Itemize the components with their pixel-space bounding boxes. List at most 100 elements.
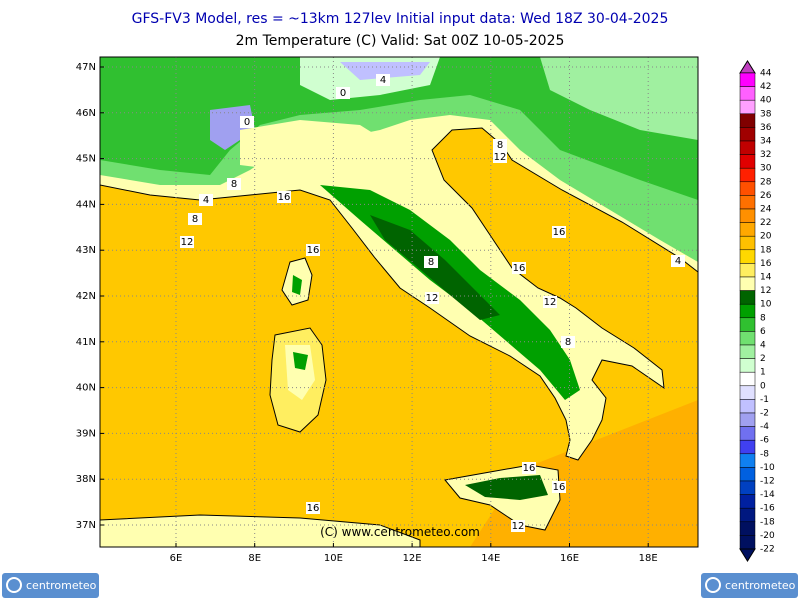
logo-box — [2, 573, 99, 598]
logo-text: centrometeo — [26, 579, 97, 592]
colorbar-bin — [739, 467, 756, 482]
colorbar-bin — [739, 371, 756, 387]
colorbar-label: 2 — [760, 354, 766, 364]
colorbar-label: -8 — [760, 449, 769, 459]
logo-icon — [705, 577, 721, 593]
lat-label: 37N — [76, 520, 96, 531]
colorbar-bin — [739, 235, 756, 251]
lat-label: 43N — [76, 245, 96, 256]
contour-label-bg — [277, 191, 291, 203]
colorbar-label: -4 — [760, 422, 769, 432]
contour-label: 4 — [380, 75, 386, 86]
lon-label: 8E — [248, 553, 261, 564]
contour-label-bg — [425, 292, 439, 304]
colorbar-bin — [739, 385, 756, 400]
north-mid — [100, 57, 698, 200]
contour-label-bg — [336, 87, 350, 99]
alps-frost — [340, 62, 430, 80]
colorbar-bin — [739, 127, 756, 142]
colorbar-label: -12 — [760, 477, 775, 487]
contour-label: 12 — [512, 521, 525, 532]
contour-label: 8 — [231, 179, 237, 190]
sicily-high — [465, 475, 548, 500]
colorbar-label: 40 — [760, 96, 772, 106]
contour-label-bg — [180, 236, 194, 248]
contour-label: 12 — [181, 237, 194, 248]
colorbar-bin — [739, 426, 756, 441]
contour-label: 16 — [513, 263, 526, 274]
colorbar-label: 16 — [760, 259, 772, 269]
colorbar-bin — [739, 331, 756, 346]
contour-label-bg — [306, 502, 320, 514]
colorbar-bin — [739, 195, 756, 210]
grid — [100, 57, 698, 547]
colorbar-bin — [739, 412, 756, 427]
contour-label: 12 — [544, 297, 557, 308]
colorbar-bin — [739, 358, 756, 373]
logo-left: centrometeo — [2, 573, 99, 598]
colorbar-label: 22 — [760, 218, 771, 228]
contour-label-bg — [424, 256, 438, 268]
colorbar-bin — [739, 249, 756, 264]
colorbar-bin — [739, 167, 756, 183]
colorbar-bin — [739, 208, 756, 223]
credit: (C) www.centrometeo.com — [320, 525, 480, 539]
contour-label-bg — [306, 244, 320, 256]
contour-label: 16 — [553, 482, 566, 493]
colorbar-label: 24 — [760, 205, 772, 215]
logo-right: centrometeo — [701, 573, 798, 598]
lat-label: 40N — [76, 383, 96, 394]
colorbar-bin — [739, 276, 756, 291]
contour-label: 8 — [192, 214, 198, 225]
logo-text: centrometeo — [725, 579, 796, 592]
colorbar-label: 20 — [760, 232, 772, 242]
lon-label: 16E — [560, 553, 579, 564]
colorbar-label: 34 — [760, 137, 772, 147]
map: (C) www.centrometeo.com — [99, 56, 699, 548]
sardinia-high — [293, 352, 308, 370]
colorbar-label: 26 — [760, 191, 772, 201]
colorbar-bin — [739, 154, 756, 169]
colorbar-label: 4 — [760, 341, 766, 351]
contour-label-bg — [552, 481, 566, 493]
contour-label: 16 — [523, 463, 536, 474]
colorbar-label: 14 — [760, 273, 772, 283]
colorbar-bin — [739, 507, 756, 523]
contour-label: 4 — [203, 195, 209, 206]
contour-label-bg — [511, 520, 525, 532]
colorbar-label: 8 — [760, 313, 766, 323]
contour-label-bg — [493, 139, 507, 151]
lon-label: 10E — [324, 553, 343, 564]
contour-label-bg — [199, 194, 213, 206]
colorbar-bin — [739, 99, 756, 115]
colorbar-bin — [739, 86, 756, 101]
contour-label: 16 — [307, 245, 320, 256]
lon-label: 18E — [639, 553, 658, 564]
colorbar-bin — [739, 453, 756, 468]
colorbar-bin — [739, 344, 756, 359]
colorbar-arrow-bottom — [739, 548, 756, 562]
colorbar-label: 42 — [760, 82, 771, 92]
lat-label: 39N — [76, 428, 96, 439]
contour-label: 16 — [307, 503, 320, 514]
contour-label: 12 — [494, 152, 507, 163]
contour-label: 0 — [340, 88, 346, 99]
colorbar-label: -6 — [760, 436, 769, 446]
lon-label: 6E — [170, 553, 183, 564]
contour-label-bg — [493, 151, 507, 163]
lat-label: 44N — [76, 199, 96, 210]
colorbar-label: -1 — [760, 395, 769, 405]
contour-label-bg — [376, 74, 390, 86]
lat-label: 38N — [76, 474, 96, 485]
contour-label: 4 — [675, 256, 681, 267]
colorbar-bin — [739, 303, 756, 319]
colorbar-arrow-top — [739, 60, 756, 74]
colorbar-bin — [739, 439, 756, 455]
contour-label-bg — [552, 226, 566, 238]
colorbar-label: 18 — [760, 245, 772, 255]
lat-label: 47N — [76, 62, 96, 73]
colorbar-label: 1 — [760, 368, 766, 378]
colorbar-label: 28 — [760, 177, 772, 187]
colorbar-bin — [739, 494, 756, 509]
